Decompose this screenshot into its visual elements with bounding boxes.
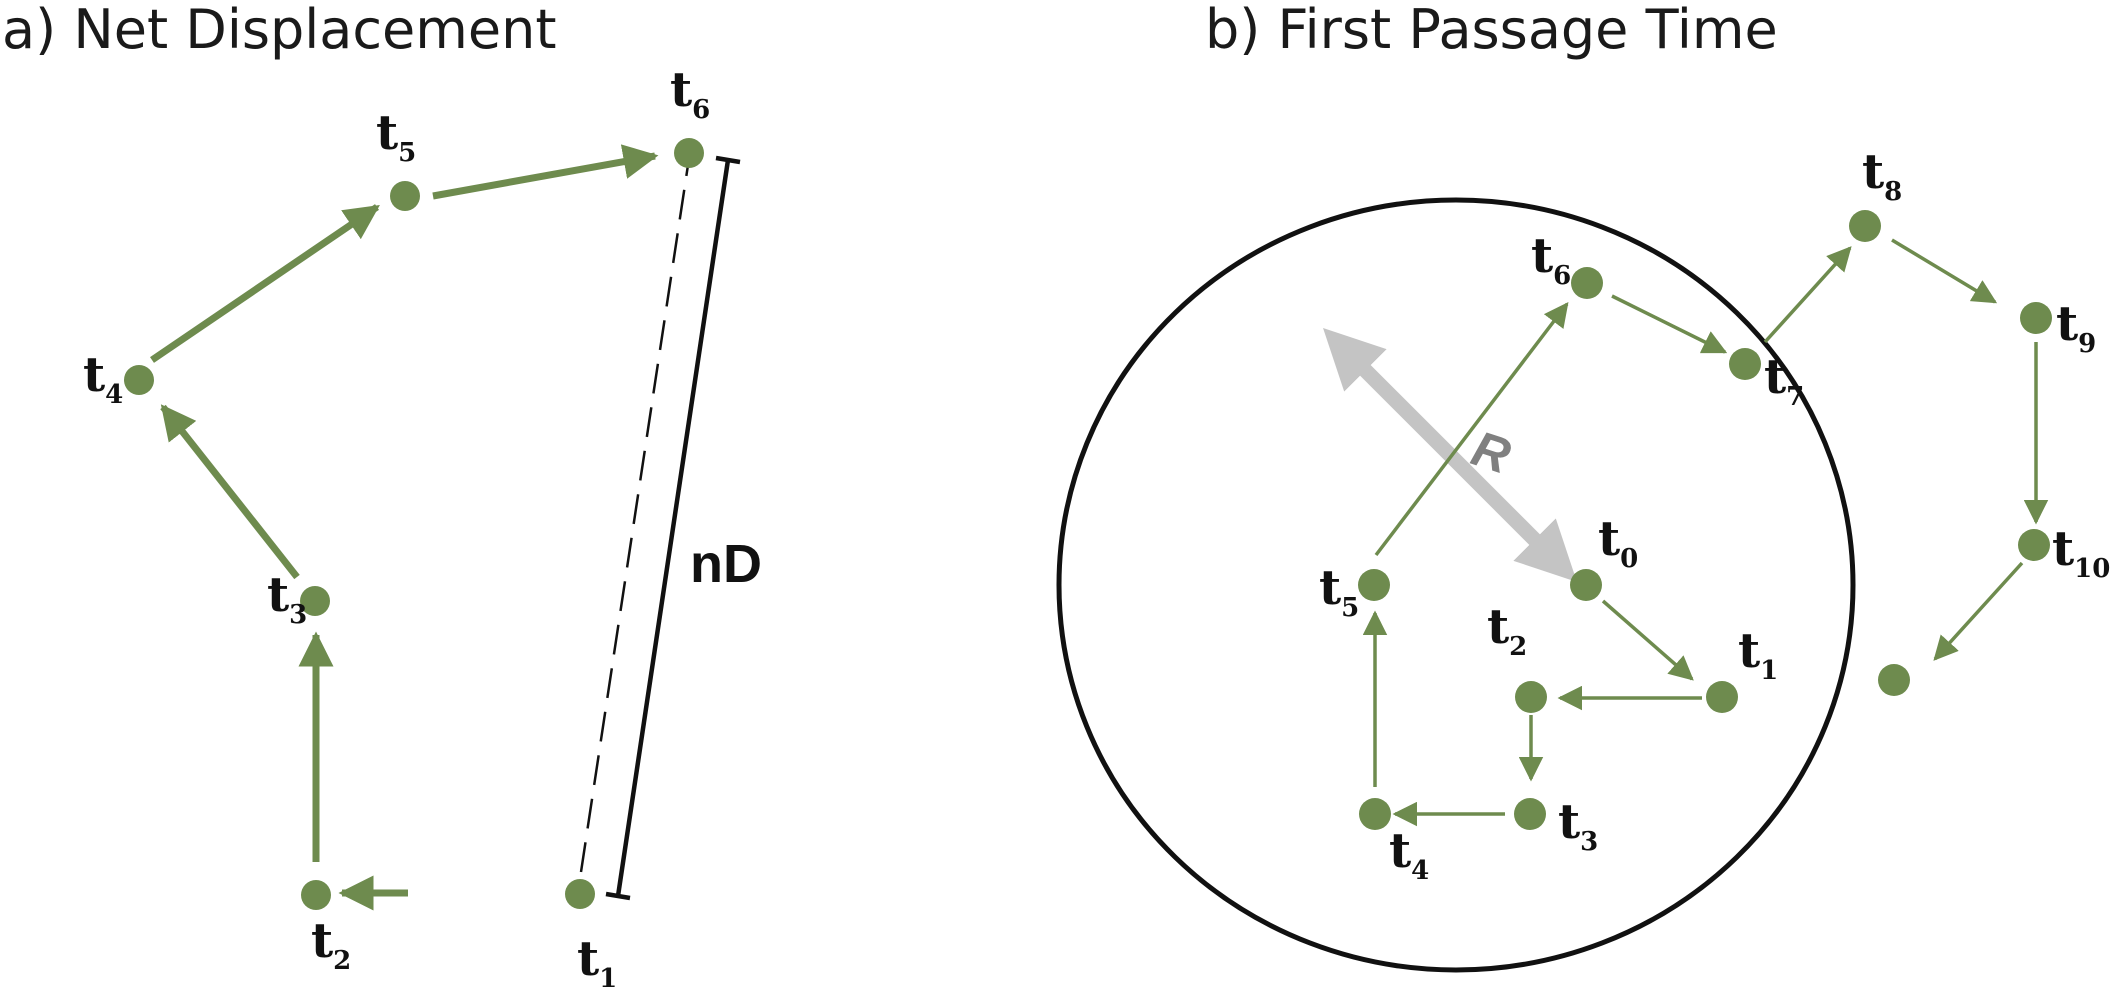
step-arrow-b-t7-t8 [1763,246,1852,344]
point-b-t7 [1729,348,1761,380]
point-b-t6 [1571,267,1603,299]
boundary-circle [1056,197,1856,973]
time-label-a-t1: t1 [577,931,617,994]
step-arrow-b-t5-t6 [1374,302,1569,557]
point-a-t5 [390,181,420,211]
point-a-t3 [300,586,330,616]
point-a-t2 [301,880,331,910]
step-arrow-b-t10-exit [1933,561,2024,661]
net-displacement-dashed-line [579,164,690,873]
step-arrow-a-t4-t5 [150,204,380,363]
point-b-t4 [1359,798,1391,830]
panel-a-title: a) Net Displacement [2,0,557,61]
time-label-b-t3: t3 [1558,794,1598,857]
time-label-b-t2: t2 [1487,599,1527,662]
panel-b-title: b) First Passage Time [1205,0,1778,61]
time-label-a-t6: t6 [670,62,710,125]
time-label-b-t5: t5 [1319,560,1359,623]
point-b-t10 [2018,529,2050,561]
time-label-b-t10: t10 [2052,521,2110,584]
time-label-b-t6: t6 [1531,228,1571,291]
panel-b: b) First Passage Time R t0 t1 [1056,0,2110,973]
step-arrow-a-t3-t4 [160,404,300,580]
time-label-a-t2: t2 [311,913,351,976]
point-b-t1 [1706,681,1738,713]
point-b-t0 [1570,569,1602,601]
displacement-label: nD [690,534,762,594]
step-arrow-b-t6-t7 [1611,294,1728,354]
time-label-b-t0: t0 [1598,511,1638,574]
time-label-b-t8: t8 [1862,144,1902,207]
time-label-b-t7: t7 [1764,349,1804,412]
time-label-a-t4: t4 [83,347,123,410]
step-arrow-a-t5-t6 [432,144,659,200]
point-b-exit [1878,664,1910,696]
point-b-t8 [1849,210,1881,242]
step-arrow-b-t8-t9 [1891,238,1998,304]
point-a-t4 [124,365,154,395]
time-label-a-t5: t5 [376,105,416,168]
step-arrow-b-t0-t1 [1601,599,1694,681]
time-label-b-t4: t4 [1389,823,1429,886]
point-b-t2 [1515,681,1547,713]
time-label-a-t3: t3 [267,567,307,630]
panel-a: a) Net Displacement nD t1 t2 t3 t4 t5 t6 [2,0,762,994]
point-b-t5 [1358,569,1390,601]
point-b-t9 [2020,302,2052,334]
point-b-t3 [1514,798,1546,830]
time-label-b-t1: t1 [1738,623,1778,686]
point-a-t6 [674,138,704,168]
point-a-t1 [565,879,595,909]
time-label-b-t9: t9 [2056,296,2096,359]
displacement-bracket [605,155,741,901]
